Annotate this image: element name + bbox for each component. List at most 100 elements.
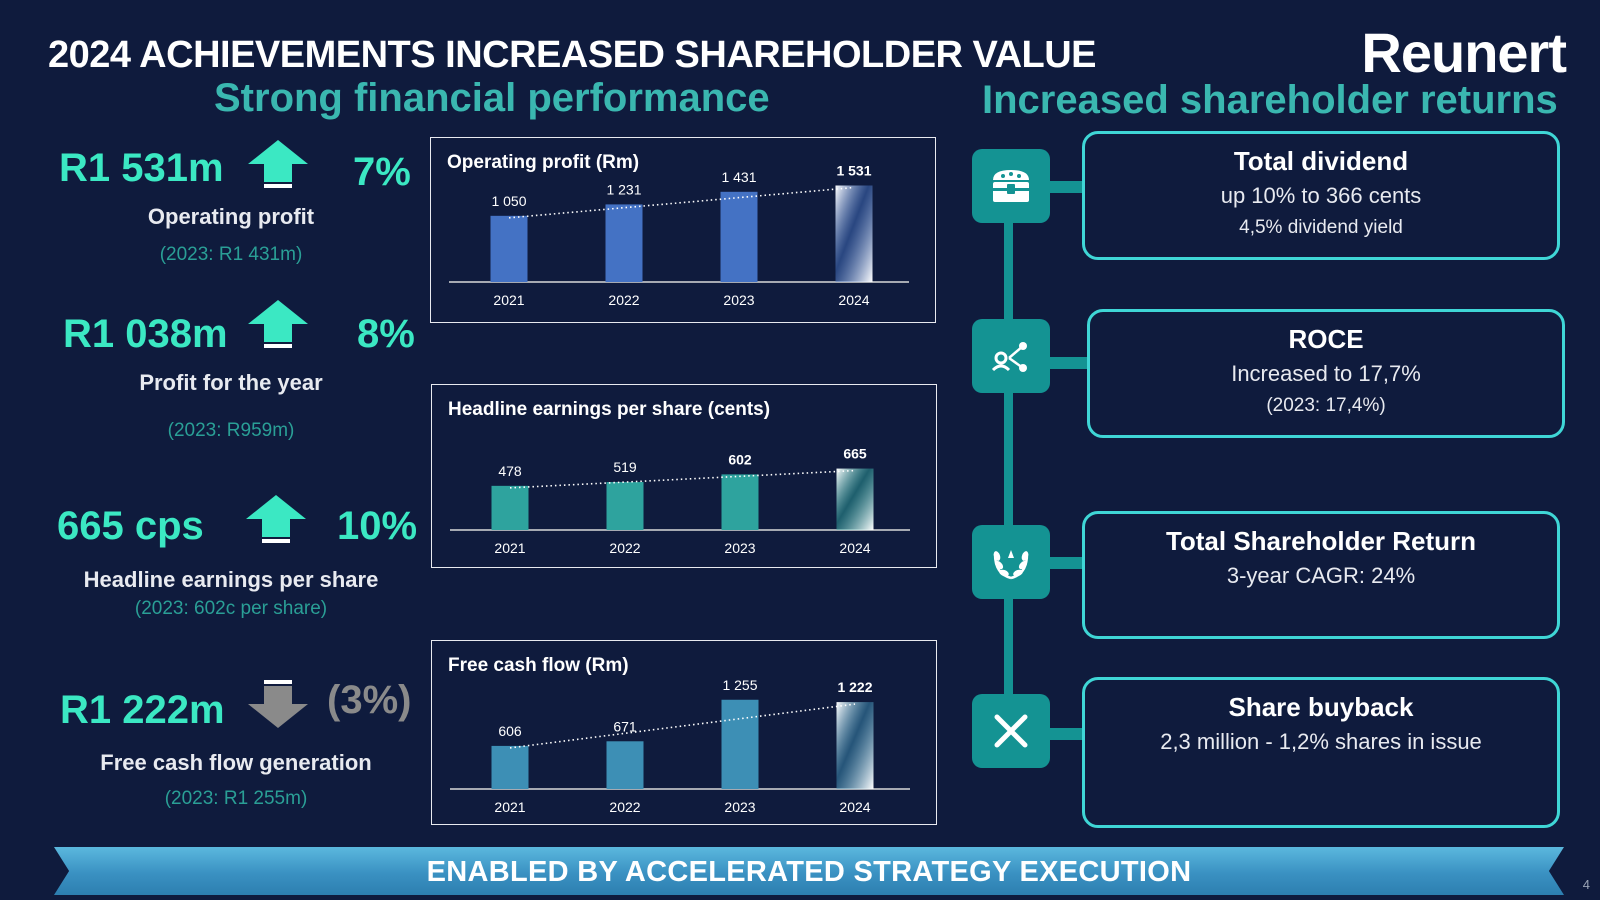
category-label: 2023: [724, 799, 755, 815]
bar-2022: [605, 204, 643, 282]
data-label: 478: [498, 463, 522, 479]
return-subdetail: (2023: 17,4%): [1266, 395, 1386, 416]
kpi-operating-profit-value: R1 531m: [59, 146, 224, 190]
data-label: 606: [498, 723, 522, 739]
strategy-banner: ENABLED BY ACCELERATED STRATEGY EXECUTIO…: [54, 847, 1564, 895]
free-cash-flow-chart: Free cash flow (Rm) 606 2021 671 2022 1 255 2…: [431, 640, 937, 825]
share-network-icon: [991, 342, 1027, 372]
page-number: 4: [1582, 877, 1590, 892]
kpi-free-cash-flow-prior: (2023: R1 255m): [164, 788, 308, 809]
kpi-free-cash-flow-label: Free cash flow generation: [100, 750, 372, 775]
total-shareholder-return-box: Total Shareholder Return 3-year CAGR: 24…: [1082, 511, 1560, 639]
chart-title: Headline earnings per share (cents): [448, 399, 771, 420]
bar-2023: [721, 699, 759, 789]
chart-canvas: 1 050 2021 1 231 2022 1 431 2023 1 531 2024: [449, 163, 909, 308]
category-label: 2021: [494, 799, 525, 815]
kpi-free-cash-flow-value: R1 222m: [60, 688, 225, 732]
bar-2021: [491, 745, 529, 789]
return-detail: 3-year CAGR: 24%: [1226, 563, 1416, 588]
category-label: 2023: [724, 540, 755, 556]
data-label: 1 531: [836, 163, 871, 179]
data-label: 519: [613, 459, 637, 475]
kpi-profit-year-prior: (2023: R959m): [167, 420, 295, 441]
connector-stub: [1048, 181, 1084, 193]
category-label: 2024: [839, 799, 870, 815]
kpi-profit-year-label: Profit for the year: [139, 370, 323, 395]
return-detail: up 10% to 366 cents: [1220, 183, 1422, 208]
kpi-profit-year-value: R1 038m: [63, 312, 228, 356]
trend-line: [508, 186, 855, 219]
connector-stub: [1048, 557, 1084, 569]
data-label: 602: [728, 451, 752, 467]
operating-profit-chart: Operating profit (Rm) 1 050 2021 1 231 2022…: [430, 137, 936, 323]
chart-title: Free cash flow (Rm): [448, 655, 629, 676]
total-dividend-box: Total dividend up 10% to 366 cents 4,5% …: [1082, 131, 1560, 260]
chart-title: Operating profit (Rm): [447, 152, 640, 173]
kpi-profit-year-pct: 8%: [357, 312, 415, 356]
share-buyback-box: Share buyback 2,3 million - 1,2% shares …: [1082, 677, 1560, 828]
bar-2023: [721, 474, 759, 530]
bar-2024: [836, 702, 874, 789]
kpi-heps-value: 665 cps: [57, 504, 204, 548]
kpi-free-cash-flow-pct: (3%): [327, 678, 412, 722]
data-label: 1 231: [606, 181, 641, 197]
laurel-wreath-icon: [993, 550, 1029, 580]
category-label: 2022: [609, 799, 640, 815]
data-label: 671: [613, 718, 637, 734]
connector-stub: [1048, 357, 1088, 369]
kpi-operating-profit-label: Operating profit: [147, 204, 315, 229]
arrow-down-icon: [248, 680, 308, 728]
kpi-heps-prior: (2023: 602c per share): [134, 598, 328, 619]
buyback-icon-box: [972, 694, 1050, 768]
roce-icon-box: [972, 319, 1050, 393]
return-title: Total Shareholder Return: [1165, 526, 1477, 556]
return-subdetail: 4,5% dividend yield: [1239, 217, 1403, 238]
bar-2022: [606, 741, 644, 789]
trend-line: [509, 469, 856, 489]
kpi-operating-profit-pct: 7%: [353, 150, 411, 194]
connector-stub: [1048, 728, 1084, 740]
data-label: 1 255: [722, 677, 757, 693]
category-label: 2022: [609, 540, 640, 556]
heps-chart: Headline earnings per share (cents) 478 2…: [431, 384, 937, 568]
bar-2022: [606, 482, 644, 530]
dividend-icon-box: [972, 149, 1050, 223]
chart-canvas: 606 2021 671 2022 1 255 2023 1 222 2024: [450, 677, 910, 815]
data-label: 1 222: [837, 679, 872, 695]
category-label: 2023: [723, 292, 754, 308]
bar-2021: [490, 215, 528, 282]
category-label: 2021: [494, 540, 525, 556]
tsr-icon-box: [972, 525, 1050, 599]
return-title: Share buyback: [1228, 692, 1414, 722]
category-label: 2021: [493, 292, 524, 308]
kpi-heps-pct: 10%: [337, 504, 418, 548]
return-detail: Increased to 17,7%: [1231, 361, 1421, 386]
data-label: 1 050: [491, 193, 526, 209]
trend-line: [509, 703, 856, 749]
treasure-chest-icon: [993, 170, 1029, 202]
page-title: 2024 ACHIEVEMENTS INCREASED SHAREHOLDER …: [48, 34, 1097, 76]
return-title: Total dividend: [1233, 146, 1409, 176]
company-logo: Reunert: [1361, 21, 1567, 84]
bar-2024: [835, 185, 873, 282]
return-title: ROCE: [1288, 324, 1364, 354]
chart-canvas: 478 2021 519 2022 602 2023 665 2024: [450, 446, 910, 556]
bar-2021: [491, 485, 529, 530]
subtitle-shareholder-returns: Increased shareholder returns: [982, 78, 1558, 122]
return-detail: 2,3 million - 1,2% shares in issue: [1160, 729, 1482, 754]
arrow-up-icon: [246, 495, 306, 543]
kpi-operating-profit-prior: (2023: R1 431m): [159, 244, 303, 265]
subtitle-financial-performance: Strong financial performance: [214, 76, 770, 120]
bar-2023: [720, 191, 758, 282]
data-label: 1 431: [721, 169, 756, 185]
category-label: 2024: [838, 292, 869, 308]
roce-box: ROCE Increased to 17,7% (2023: 17,4%): [1087, 309, 1565, 438]
close-x-icon: [994, 714, 1028, 748]
timeline-connector: [1004, 185, 1013, 735]
category-label: 2022: [608, 292, 639, 308]
bar-2024: [836, 468, 874, 530]
arrow-up-icon: [248, 300, 308, 348]
kpi-heps-label: Headline earnings per share: [83, 567, 379, 592]
data-label: 665: [843, 446, 867, 462]
category-label: 2024: [839, 540, 870, 556]
